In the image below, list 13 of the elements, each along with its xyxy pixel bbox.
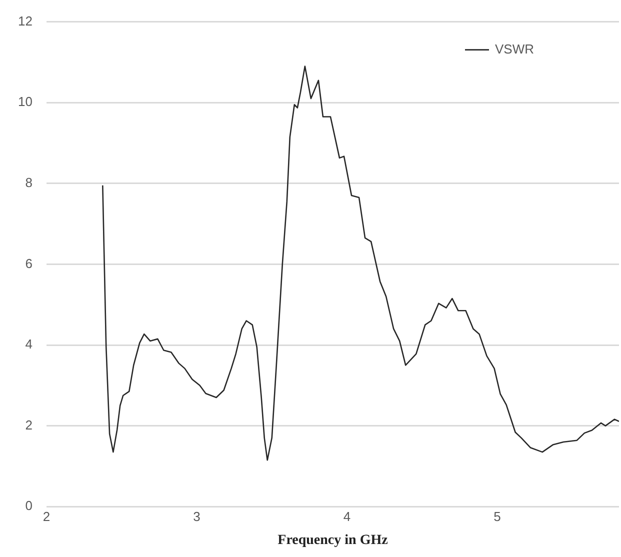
legend-label: VSWR — [495, 41, 534, 56]
y-tick-label: 4 — [25, 336, 32, 352]
x-tick-label: 4 — [343, 508, 351, 524]
y-tick-label: 12 — [18, 13, 32, 28]
y-tick-label: 8 — [25, 174, 32, 190]
y-tick-label: 2 — [25, 417, 32, 432]
x-tick-label: 5 — [494, 508, 501, 524]
y-tick-label: 0 — [25, 498, 32, 514]
y-tick-label: 10 — [18, 94, 32, 110]
x-axis-title: Frequency in GHz — [278, 533, 388, 548]
x-tick-label: 3 — [193, 508, 200, 524]
x-tick-label: 2 — [42, 508, 50, 524]
y-tick-label: 6 — [25, 256, 32, 271]
